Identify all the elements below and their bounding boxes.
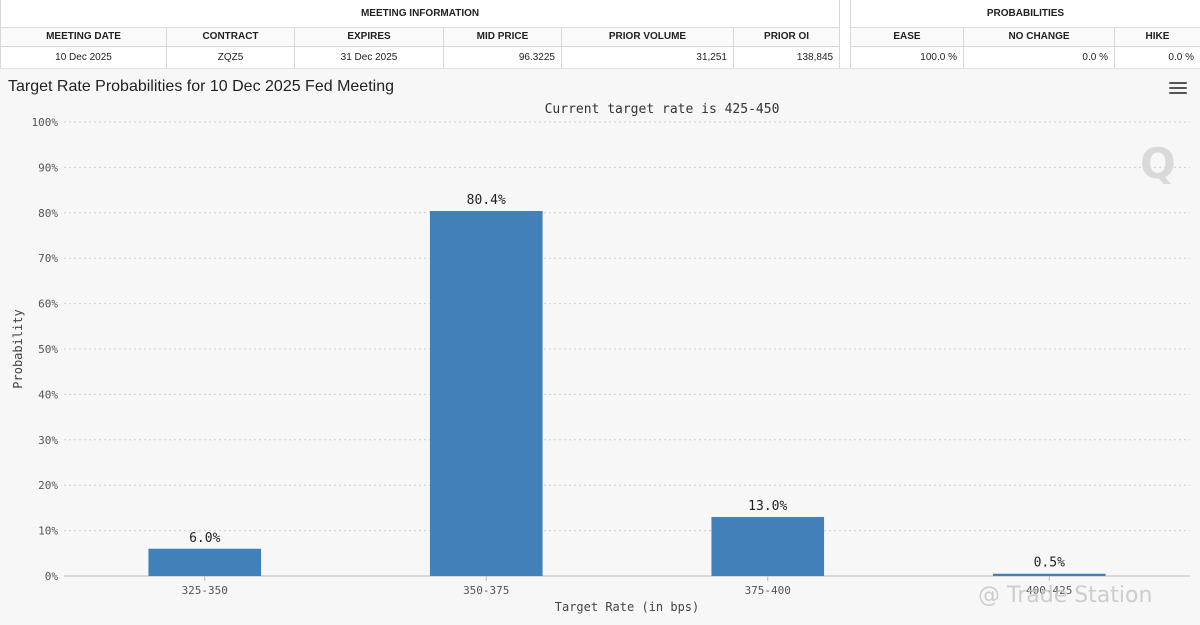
bar-data-label: 13.0%	[748, 499, 787, 514]
expires-header: EXPIRES	[294, 26, 444, 47]
prior-volume-value: 31,251	[561, 45, 734, 69]
x-tick-label: 400-425	[1026, 584, 1072, 597]
bar-data-label: 80.4%	[467, 193, 506, 208]
bar	[992, 573, 1106, 576]
hike-value: 0.0 %	[1114, 45, 1200, 69]
no-change-value: 0.0 %	[963, 45, 1115, 69]
menu-line	[1169, 92, 1187, 94]
y-tick-label: 20%	[38, 479, 58, 492]
x-tick-label: 375-400	[745, 584, 791, 597]
x-tick-label: 350-375	[463, 584, 509, 597]
y-tick-label: 0%	[45, 570, 59, 583]
y-tick-label: 60%	[38, 298, 58, 311]
y-tick-label: 50%	[38, 343, 58, 356]
y-tick-label: 100%	[32, 116, 59, 129]
y-tick-label: 80%	[38, 207, 58, 220]
bar-data-label: 0.5%	[1034, 556, 1065, 571]
trade-station-watermark: @ Trade Station	[978, 583, 1153, 608]
mid-price-value: 96.3225	[443, 45, 562, 69]
y-tick-label: 70%	[38, 252, 58, 265]
bar	[148, 548, 262, 576]
prior-volume-header: PRIOR VOLUME	[561, 26, 734, 47]
mid-price-header: MID PRICE	[443, 26, 562, 47]
no-change-header: NO CHANGE	[963, 26, 1115, 47]
y-tick-label: 90%	[38, 161, 58, 174]
bar	[429, 210, 543, 576]
chart-title: Target Rate Probabilities for 10 Dec 202…	[8, 78, 394, 95]
y-tick-label: 30%	[38, 434, 58, 447]
chart-panel: 0% 10% 20% 30% 40% 50% 60% 70% 80% 90% 100% 6.0% 325…	[0, 68, 1200, 625]
bar-data-label: 6.0%	[189, 531, 220, 546]
y-tick-label: 10%	[38, 525, 58, 538]
y-axis-title: Probability	[11, 309, 25, 388]
contract-header: CONTRACT	[166, 26, 295, 47]
chart-subtitle: Current target rate is 425-450	[545, 102, 780, 117]
meeting-date-header: MEETING DATE	[0, 26, 167, 47]
probabilities-table: PROBABILITIES EASE NO CHANGE HIKE 100.0 …	[850, 0, 1200, 69]
menu-line	[1169, 82, 1187, 84]
meeting-information-table: MEETING INFORMATION MEETING DATE CONTRAC…	[0, 0, 841, 69]
probability-bar-chart: 0% 10% 20% 30% 40% 50% 60% 70% 80% 90% 100% 6.0% 325…	[11, 102, 1190, 614]
menu-line	[1169, 87, 1187, 89]
bar	[711, 516, 825, 576]
probabilities-header: PROBABILITIES	[850, 0, 1200, 28]
x-axis-title: Target Rate (in bps)	[555, 600, 700, 614]
meeting-date-value: 10 Dec 2025	[0, 45, 167, 69]
q-logo-icon: Q	[1140, 139, 1176, 188]
ease-header: EASE	[850, 26, 964, 47]
hike-header: HIKE	[1114, 26, 1200, 47]
expires-value: 31 Dec 2025	[294, 45, 444, 69]
x-tick-label: 325-350	[182, 584, 228, 597]
ease-value: 100.0 %	[850, 45, 964, 69]
meeting-information-header: MEETING INFORMATION	[0, 0, 841, 28]
contract-value: ZQZ5	[166, 45, 295, 69]
hamburger-menu-icon[interactable]	[1169, 82, 1187, 96]
prior-oi-header: PRIOR OI	[732, 26, 841, 47]
y-tick-label: 40%	[38, 388, 58, 401]
prior-oi-value: 138,845	[732, 45, 841, 69]
